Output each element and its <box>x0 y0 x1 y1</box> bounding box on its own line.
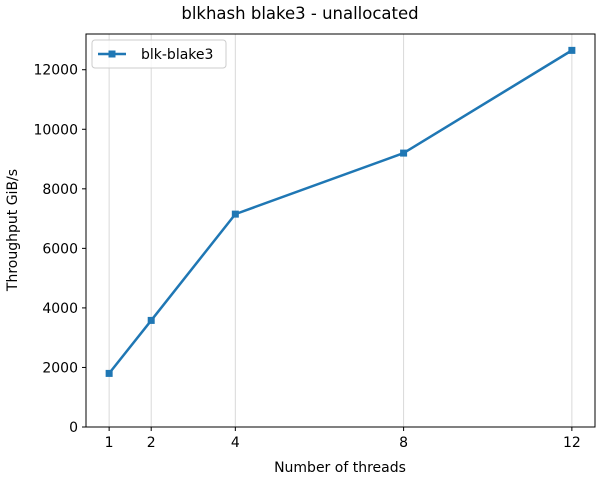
y-tick-label: 10000 <box>33 122 78 138</box>
series-line <box>108 49 573 375</box>
x-tick-label: 1 <box>105 435 114 451</box>
y-tick-label: 2000 <box>42 360 78 376</box>
y-tick-label: 8000 <box>42 182 78 198</box>
legend-label: blk-blake3 <box>141 47 213 63</box>
y-axis-ticks: 0 2000 4000 6000 8000 10000 12000 <box>33 63 86 436</box>
legend-frame <box>91 39 227 69</box>
data-point-marker <box>147 316 155 324</box>
x-tick-label: 8 <box>399 435 408 451</box>
plot-frame <box>85 33 596 428</box>
data-point-marker <box>105 369 113 377</box>
legend: blk-blake3 <box>91 39 227 69</box>
y-tick-label: 4000 <box>42 301 78 317</box>
y-axis-label: Throughput GiB/s <box>5 169 21 292</box>
data-point-marker <box>568 46 576 54</box>
x-tick-label: 2 <box>147 435 156 451</box>
series-layer <box>105 46 576 377</box>
grid-lines <box>108 34 573 427</box>
x-tick-label: 4 <box>231 435 240 451</box>
x-axis-ticks: 1 2 4 8 12 <box>105 427 581 451</box>
y-tick-label: 6000 <box>42 241 78 257</box>
data-point-marker <box>231 210 239 218</box>
y-tick-label: 12000 <box>33 63 78 79</box>
legend-marker-icon <box>108 50 116 58</box>
x-tick-label: 12 <box>563 435 581 451</box>
data-point-marker <box>400 149 408 157</box>
x-axis-label: Number of threads <box>274 460 406 476</box>
chart-title: blkhash blake3 - unallocated <box>181 4 418 23</box>
y-tick-label: 0 <box>69 420 78 436</box>
